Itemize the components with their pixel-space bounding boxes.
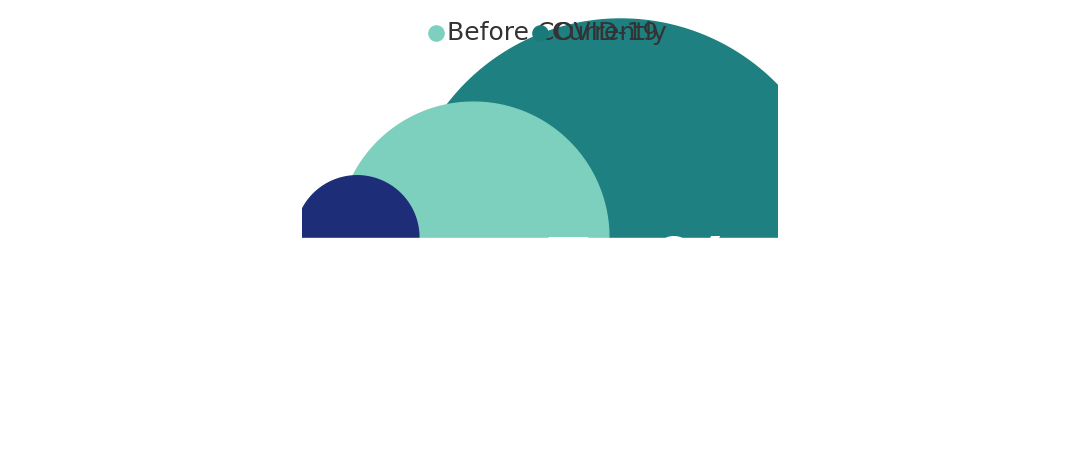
Text: 54%: 54% [540, 235, 740, 316]
Polygon shape [402, 19, 839, 238]
Text: 31%: 31% [410, 273, 537, 325]
Bar [302, 238, 778, 475]
Text: Currently: Currently [552, 21, 667, 45]
Polygon shape [295, 176, 419, 238]
Polygon shape [338, 102, 609, 238]
Text: 2022: 2022 [314, 242, 400, 271]
Text: Before COVID-19: Before COVID-19 [447, 21, 659, 45]
